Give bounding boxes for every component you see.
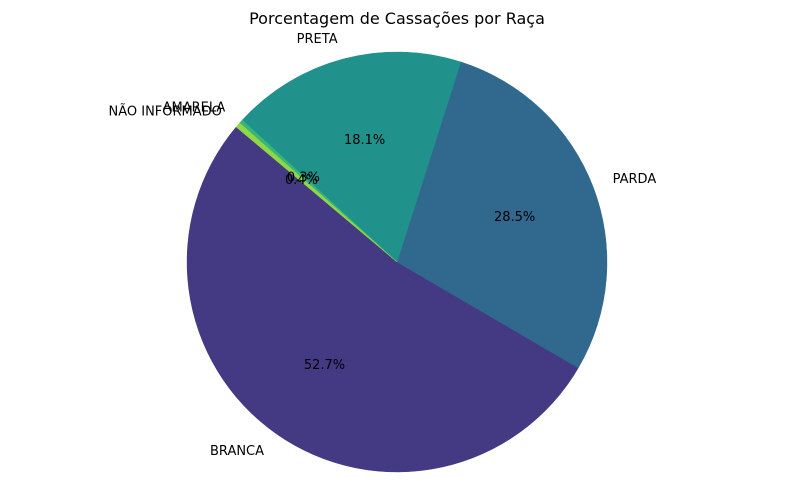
pie-slice-preta [241, 51, 462, 263]
slice-percent-label: 18.1% [344, 133, 385, 148]
slice-category-label: AMARELA [163, 100, 226, 115]
pie-slice-n-o-informado [235, 122, 398, 263]
pie-labels: BRANCA 52.7% PARDA 28.5% PRETA 18.1% AMARELA 0.… [108, 32, 656, 459]
slice-percent-label: 0.4% [285, 173, 318, 188]
slice-percent-label: 28.5% [494, 210, 535, 225]
pie-slices [186, 51, 608, 473]
chart-title: Porcentagem de Cassações por Raça [249, 9, 545, 28]
pie-slice-branca [186, 126, 579, 473]
slice-category-label: PRETA [297, 32, 338, 47]
pie-slice-parda [396, 61, 608, 369]
slice-category-label: BRANCA [210, 444, 264, 459]
slice-percent-label: 52.7% [304, 358, 345, 373]
slice-category-label: NÃO INFORMADO [108, 103, 221, 119]
slice-percent-label: 0.3% [287, 171, 320, 186]
slice-category-label: PARDA [613, 172, 657, 187]
